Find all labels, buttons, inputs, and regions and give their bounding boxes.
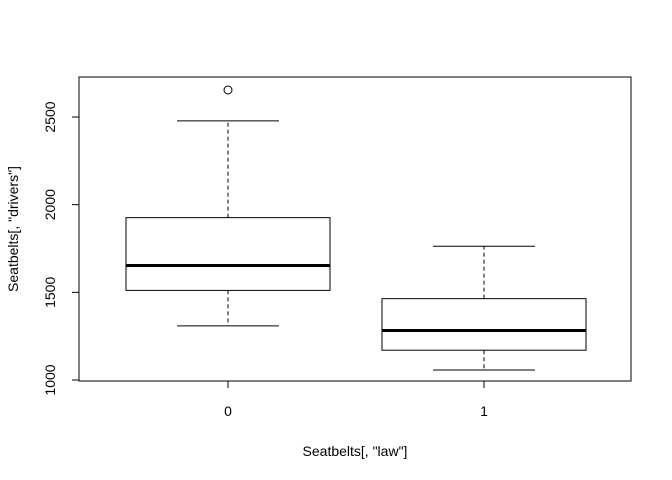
outlier-point	[223, 85, 233, 95]
y-axis: 1000 1500 2000 2500	[42, 101, 80, 396]
iqr-box	[381, 298, 587, 351]
box-series	[125, 85, 587, 371]
x-tick-label: 0	[224, 403, 232, 419]
y-tick-label: 2500	[42, 101, 58, 132]
box-group-0	[125, 85, 331, 327]
y-axis-label: Seatbelts[, "drivers"]	[5, 166, 21, 292]
y-tick-label: 2000	[42, 189, 58, 220]
x-tick-label: 1	[480, 403, 488, 419]
box-group-1	[381, 245, 587, 371]
y-tick-label: 1000	[42, 364, 58, 395]
iqr-box	[125, 217, 331, 291]
y-tick-label: 1500	[42, 277, 58, 308]
x-axis-label: Seatbelts[, "law"]	[303, 443, 408, 459]
